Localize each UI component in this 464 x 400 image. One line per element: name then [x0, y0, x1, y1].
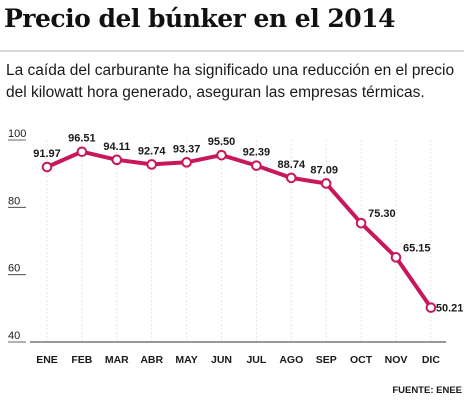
value-label-ene: 91.97	[33, 148, 61, 160]
data-point-feb	[76, 146, 88, 158]
axis-layer: 40 60 80 100 ENE FEB MAR ABR MAY JUN JUL AGO SEP OCT N…	[8, 128, 446, 366]
x-tick-label-may: MAY	[175, 354, 197, 366]
data-point-ago	[286, 172, 297, 184]
x-tick-label-abr: ABR	[140, 354, 163, 366]
value-label-ago: 88.74	[278, 159, 306, 171]
label-layer: 91.97 96.51 94.11 92.74 93.37 95.50 92.39 88.74…	[33, 133, 463, 315]
value-label-mar: 94.11	[103, 141, 130, 153]
data-point-jun	[216, 149, 227, 161]
data-point-nov	[390, 252, 402, 263]
value-label-nov: 65.15	[403, 242, 431, 254]
y-tick-label-60: 60	[8, 263, 20, 275]
series-line	[45, 149, 433, 310]
y-tick-label-100: 100	[8, 128, 26, 140]
title-divider	[0, 50, 464, 52]
source-note: FUENTE: ENEE	[392, 385, 462, 396]
data-point-may	[181, 157, 192, 168]
data-point-abr	[146, 159, 157, 170]
value-label-oct: 75.30	[368, 208, 396, 220]
x-tick-label-dic: DIC	[422, 354, 441, 366]
value-label-may: 93.37	[173, 143, 201, 155]
y-tick-label-80: 80	[8, 195, 20, 207]
x-tick-label-jun: JUN	[211, 354, 232, 366]
data-point-dic	[425, 302, 437, 313]
grid-layer	[46, 140, 432, 342]
x-tick-label-nov: NOV	[385, 354, 408, 366]
line-chart: 40 60 80 100 ENE FEB MAR ABR MAY JUN JUL AGO SEP OCT N…	[8, 128, 463, 366]
data-point-jul	[251, 160, 262, 171]
data-point-oct	[355, 217, 367, 229]
value-label-feb: 96.51	[68, 133, 96, 145]
chart-title: Precio del búnker en el 2014	[4, 4, 395, 33]
data-point-sep	[320, 178, 332, 189]
value-label-jun: 95.50	[208, 136, 236, 148]
x-tick-label-jul: JUL	[246, 354, 266, 366]
x-tick-label-feb: FEB	[71, 354, 92, 366]
x-tick-label-ene: ENE	[36, 354, 58, 366]
data-point-ene	[41, 161, 53, 173]
x-tick-label-ago: AGO	[279, 354, 303, 366]
x-tick-label-mar: MAR	[105, 354, 129, 366]
value-label-sep: 87.09	[310, 164, 338, 176]
value-label-abr: 92.74	[138, 145, 166, 157]
value-label-jul: 92.39	[243, 147, 271, 159]
chart-subtitle: La caída del carburante ha significado u…	[6, 62, 455, 101]
data-point-mar	[111, 154, 123, 166]
x-tick-label-sep: SEP	[316, 354, 337, 366]
x-tick-label-oct: OCT	[350, 354, 373, 366]
value-label-dic: 50.21	[436, 303, 464, 315]
y-tick-label-40: 40	[8, 330, 20, 342]
line-layer	[41, 146, 437, 313]
